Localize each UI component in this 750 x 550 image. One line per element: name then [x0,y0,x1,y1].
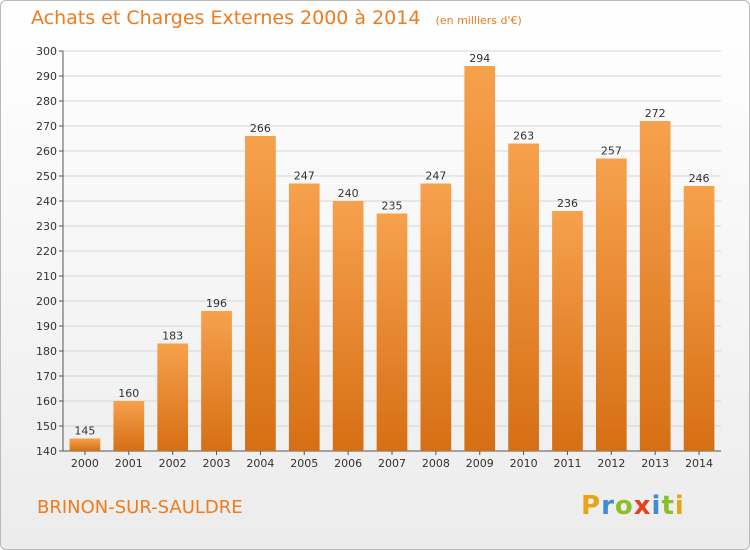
commune-name: BRINON-SUR-SAULDRE [37,497,243,518]
bar [201,311,232,451]
bars [69,66,715,451]
bar [245,136,276,451]
bar-value-label: 236 [557,197,578,210]
bar-value-label: 257 [601,145,622,158]
labels: 140 150 160 170 180 190 200 210 220 230 240 250 260 2… [36,45,713,470]
bar [420,183,452,451]
bar [552,211,583,451]
y-tick-label: 220 [36,245,57,258]
x-tick-label: 2006 [334,457,362,470]
bar [683,186,715,451]
proxiti-logo: Proxiti [581,491,685,521]
y-tick-label: 260 [36,145,57,158]
y-tick-label: 230 [36,220,57,233]
logo-letter: i [651,491,662,521]
bar-value-label: 160 [118,387,139,400]
bar [332,201,364,451]
bar [595,158,627,451]
bar-value-label: 240 [338,187,359,200]
y-tick-label: 200 [36,295,57,308]
y-tick-label: 240 [36,195,57,208]
y-tick-label: 170 [36,370,57,383]
bar [157,343,189,451]
x-tick-label: 2012 [597,457,625,470]
logo-letter: r [601,491,615,521]
y-tick-label: 150 [36,420,57,433]
x-tick-label: 2009 [466,457,494,470]
logo-letter: o [614,491,634,521]
y-tick-label: 280 [36,95,57,108]
bar [69,438,101,451]
y-tick-label: 180 [36,345,57,358]
bar-value-label: 272 [645,107,666,120]
x-tick-label: 2008 [422,457,450,470]
x-tick-label: 2011 [553,457,581,470]
x-tick-label: 2002 [159,457,187,470]
bar-value-label: 183 [162,330,183,343]
bar [288,183,320,451]
bar-value-label: 263 [513,130,534,143]
y-tick-label: 290 [36,70,57,83]
bar [508,143,539,451]
y-tick-label: 270 [36,120,57,133]
y-tick-label: 250 [36,170,57,183]
x-tick-label: 2014 [685,457,713,470]
chart-title-text: Achats et Charges Externes 2000 à 2014 [31,7,421,29]
bar-value-label: 196 [206,297,227,310]
x-tick-label: 2013 [641,457,669,470]
bar-value-label: 246 [689,172,710,185]
x-tick-label: 2005 [290,457,318,470]
x-tick-label: 2004 [246,457,274,470]
logo-letter: x [633,491,652,521]
x-tick-label: 2003 [203,457,231,470]
bar [639,121,671,451]
bar-value-label: 235 [382,200,403,213]
logo-letter: P [581,491,602,521]
bar-value-label: 145 [74,425,95,438]
logo-letter: i [674,491,685,521]
y-tick-label: 300 [36,45,57,58]
bar [113,401,145,451]
x-tick-label: 2001 [115,457,143,470]
bar-value-label: 266 [250,122,271,135]
bar-value-label: 294 [469,52,490,65]
bar-value-label: 247 [425,170,446,183]
x-tick-label: 2010 [510,457,538,470]
x-tick-label: 2000 [71,457,99,470]
bar [376,213,408,451]
bar-value-label: 247 [294,170,315,183]
bar [464,66,496,451]
chart-unit: (en milliers d'€) [435,14,522,27]
y-tick-label: 140 [36,445,57,458]
x-tick-label: 2007 [378,457,406,470]
chart-title: Achats et Charges Externes 2000 à 2014 (… [31,7,522,29]
y-tick-label: 190 [36,320,57,333]
y-tick-label: 160 [36,395,57,408]
y-tick-label: 210 [36,270,57,283]
logo-letter: t [661,491,675,521]
